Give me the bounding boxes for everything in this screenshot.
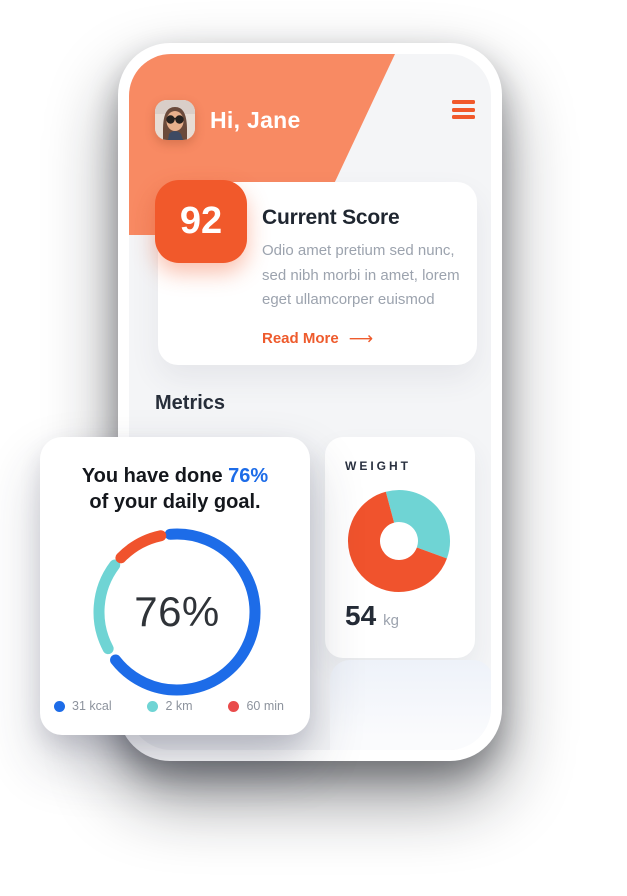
read-more-label: Read More (262, 330, 339, 348)
legend-label-distance: 2 km (165, 699, 193, 713)
legend-item-distance: 2 km (147, 699, 193, 713)
avatar-photo-illustration (155, 100, 195, 140)
legend-dot-teal (147, 700, 159, 712)
score-card-body-text: Odio amet pretium sed nunc, sed nibh mor… (262, 242, 460, 309)
ring-center-percent-label: 76% (134, 588, 220, 635)
weight-value: 54 (345, 600, 377, 631)
weight-metric-card[interactable]: WEIGHT 54 kg (325, 437, 475, 658)
read-more-link[interactable]: Read More ⟶ (262, 329, 373, 349)
hamburger-bar (452, 107, 475, 112)
goal-heading-prefix: You have done (81, 465, 229, 487)
score-value: 92 (179, 200, 223, 242)
phone-frame: Hi, Jane 92 Current Score Odio amet pret… (118, 43, 502, 761)
legend-label-calories: 31 kcal (72, 699, 112, 713)
weight-donut-chart (348, 490, 450, 592)
score-card-title: Current Score (262, 206, 400, 229)
next-section-card-peek (330, 660, 491, 750)
daily-goal-card[interactable]: You have done 76% of your daily goal. 76… (40, 437, 310, 735)
current-score-card: 92 Current Score Odio amet pretium sed n… (155, 180, 477, 365)
weight-value-row: 54 kg (345, 600, 399, 632)
right-arrow-icon: ⟶ (348, 328, 374, 349)
goal-heading-percent: 76% (228, 465, 269, 487)
goal-heading-line2: of your daily goal. (89, 491, 261, 514)
avatar[interactable] (155, 100, 195, 140)
daily-goal-ring-chart (93, 528, 261, 696)
score-card-content: Current Score Odio amet pretium sed nunc… (262, 206, 461, 349)
legend-dot-blue (54, 700, 65, 712)
daily-goal-ring-wrap: 76% (77, 512, 277, 712)
phone-screen: Hi, Jane 92 Current Score Odio amet pret… (129, 54, 491, 750)
hamburger-bar (452, 100, 475, 104)
legend-item-time: 60 min (228, 699, 284, 713)
metrics-section-heading: Metrics (155, 392, 226, 414)
goal-legend: 31 kcal 2 km 60 min (54, 699, 284, 713)
weight-card-title: WEIGHT (345, 459, 411, 473)
score-badge: 92 (155, 180, 247, 263)
hamburger-menu-icon[interactable] (452, 100, 475, 119)
legend-item-calories: 31 kcal (54, 699, 112, 713)
daily-goal-heading: You have done 76% of your daily goal. (50, 463, 300, 516)
hamburger-bar (452, 115, 475, 119)
legend-dot-red (228, 700, 240, 712)
legend-label-time: 60 min (246, 699, 284, 713)
weight-unit: kg (383, 612, 399, 629)
greeting-text: Hi, Jane (210, 107, 301, 133)
